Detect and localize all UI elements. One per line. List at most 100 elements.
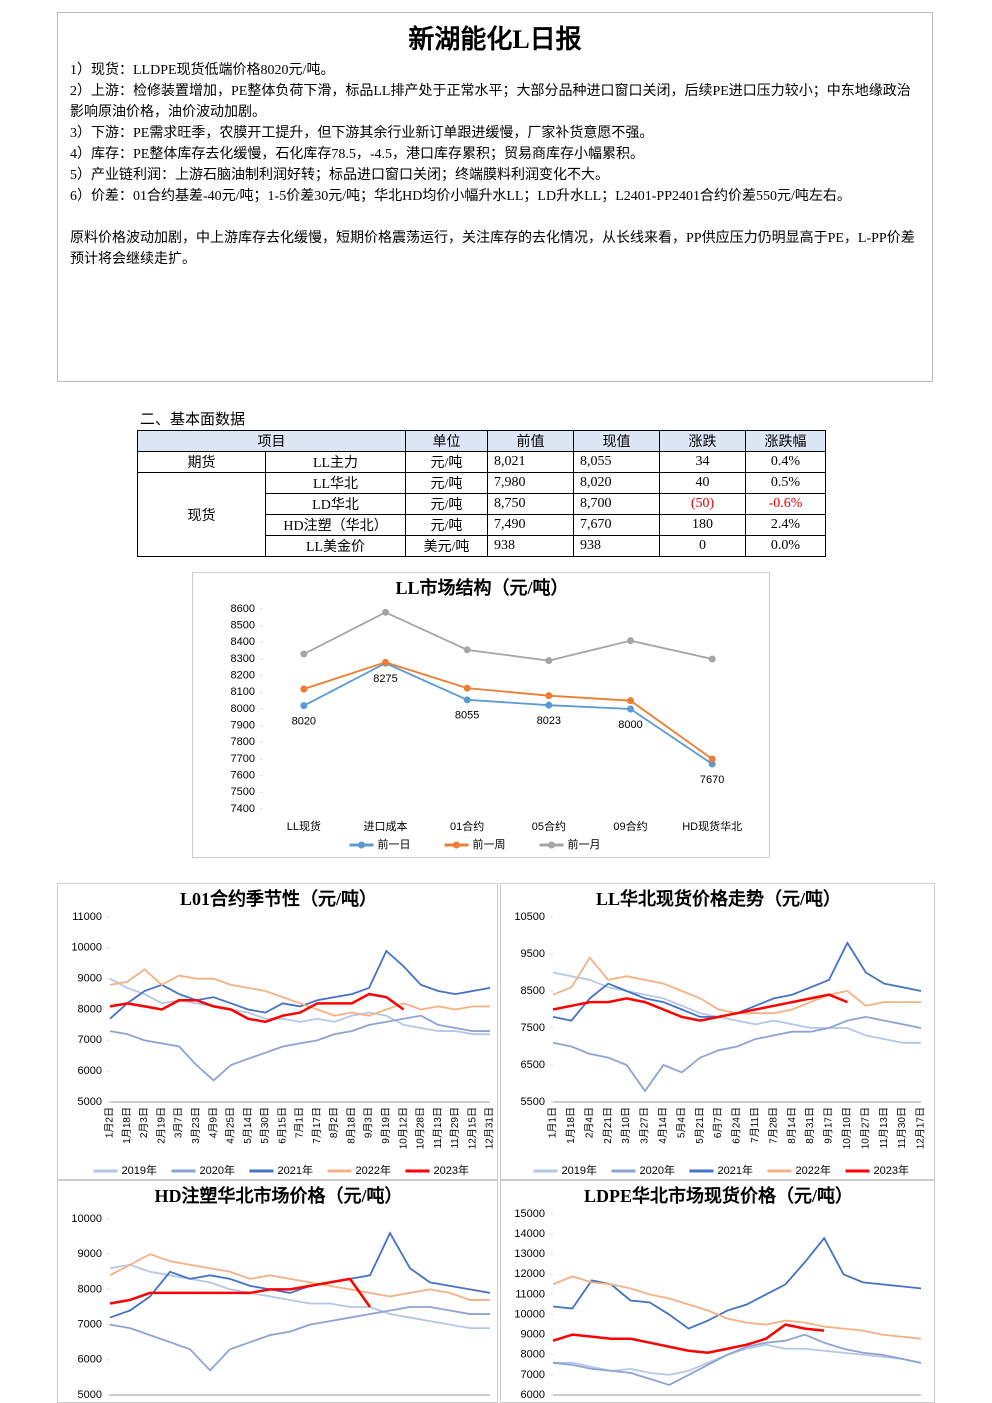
chart: LL华北现货价格走势（元/吨） 5500 6500 7500 8500 9500 10500… (500, 883, 935, 1180)
x-tick-label: 11月13日 (878, 1107, 890, 1149)
td: (50) (659, 493, 746, 515)
y-tick-label: 8000 (78, 1003, 102, 1015)
y-tick-label: 7000 (78, 1034, 102, 1046)
x-tick-label: 9月17日 (823, 1107, 835, 1144)
x-tick-label: 10月10日 (841, 1107, 853, 1149)
td: 7,490 (487, 514, 574, 536)
chart-title: HD注塑华北市场价格（元/吨） (155, 1185, 403, 1206)
td: LL美金价 (265, 535, 406, 557)
point (382, 658, 389, 666)
section-title: 二、基本面数据 (140, 412, 246, 428)
x-tick-label: 1月2日 (104, 1107, 116, 1138)
td: 180 (659, 514, 746, 536)
x-tick-label: 09合约 (613, 819, 647, 833)
paragraph: 4）库存：PE整体库存去化缓慢，石化库存78.5，-4.5，港口库存累积；贸易商… (70, 147, 644, 162)
legend-label: 2020年 (640, 1163, 675, 1177)
x-tick-label: 3月23日 (190, 1107, 202, 1144)
series-line (303, 661, 713, 760)
td: 8,700 (573, 493, 660, 515)
y-tick-label: 7500 (231, 786, 255, 798)
point (300, 702, 308, 710)
y-tick-label: 8600 (231, 603, 255, 615)
y-tick-label: 8000 (78, 1283, 102, 1295)
x-tick-label: 进口成本 (364, 819, 408, 833)
y-tick-label: 5000 (78, 1389, 102, 1401)
x-tick-label: 5月21日 (694, 1107, 706, 1144)
y-tick-label: 9000 (78, 1248, 102, 1260)
y-tick-label: 8500 (231, 620, 255, 632)
x-tick-label: 5月30日 (259, 1107, 271, 1144)
x-tick-label: HD现货华北 (682, 819, 742, 833)
data-label: 8023 (537, 715, 561, 727)
series-line (552, 956, 921, 1015)
th: 前值 (487, 430, 574, 452)
legend-label: 前一月 (568, 837, 601, 851)
td: 0.0% (745, 535, 826, 557)
point (382, 608, 389, 616)
summary: 原料价格波动加剧，中上游库存去化缓慢，短期价格震荡运行，关注库存的去化情况，从长… (70, 231, 915, 267)
x-tick-label: 2月4日 (583, 1107, 595, 1138)
y-tick-label: 9000 (521, 1329, 545, 1341)
td: 现货 (137, 472, 266, 557)
series-line (552, 1015, 922, 1093)
series-line (109, 1277, 372, 1308)
y-tick-label: 8400 (231, 636, 255, 648)
x-tick-label: 2月3日 (138, 1107, 150, 1138)
td: 938 (487, 535, 574, 557)
point (545, 657, 553, 665)
series-line (552, 1275, 922, 1340)
td: 期货 (137, 451, 266, 473)
x-tick-label: 1月18日 (121, 1107, 133, 1144)
td: 7,980 (487, 472, 574, 494)
y-tick-label: 10000 (71, 942, 102, 954)
td: LL主力 (265, 451, 406, 473)
x-tick-label: 10月27日 (859, 1107, 871, 1149)
y-tick-label: 6500 (521, 1059, 545, 1071)
y-tick-label: 8500 (521, 985, 545, 997)
data-label: 8275 (373, 673, 397, 685)
x-tick-label: 4月14日 (657, 1107, 669, 1144)
point (463, 684, 471, 692)
data-table: 项目 单位 前值 现值 涨跌 涨跌幅 期货 LL主力 元/吨 8,021 8,055 34… (137, 430, 826, 557)
series-line (552, 1333, 922, 1386)
point (627, 697, 634, 705)
legend-label: 2020年 (200, 1163, 235, 1177)
series-line (552, 993, 848, 1022)
series-line (109, 1306, 490, 1372)
y-tick-label: 7800 (231, 736, 255, 748)
x-tick-label: 8月31日 (804, 1107, 816, 1144)
x-tick-label: 10月28日 (415, 1107, 427, 1149)
legend-label: 2023年 (434, 1163, 469, 1177)
th: 项目 (137, 430, 406, 452)
y-tick-label: 10500 (514, 911, 545, 923)
point (300, 650, 308, 658)
point (708, 655, 716, 663)
x-tick-label: 11月13日 (432, 1107, 444, 1149)
x-tick-label: 9月3日 (363, 1107, 375, 1138)
td: 元/吨 (405, 451, 488, 473)
legend-label: 2022年 (796, 1163, 831, 1177)
td: 7,670 (573, 514, 660, 536)
td: 0.4% (745, 451, 826, 473)
chart-title: L01合约季节性（元/吨） (180, 888, 377, 909)
td: LL华北 (265, 472, 406, 494)
x-tick-label: 6月7日 (712, 1107, 724, 1138)
legend-marker (453, 841, 460, 849)
td: 元/吨 (405, 493, 488, 515)
td: 0.5% (745, 472, 826, 494)
series-line (552, 1236, 922, 1330)
x-tick-label: 1月1日 (547, 1107, 559, 1138)
x-tick-label: 5月14日 (242, 1107, 254, 1144)
x-tick-label: 7月11日 (749, 1107, 761, 1143)
y-tick-label: 10000 (71, 1213, 102, 1225)
paragraph: 6）价差：01合约基差-40元/吨；1-5价差30元/吨；华北HD均价小幅升水L… (70, 189, 851, 204)
td: 美元/吨 (405, 535, 488, 557)
point (463, 646, 471, 654)
point (708, 760, 716, 768)
legend-label: 2021年 (718, 1163, 753, 1177)
x-tick-label: 6月15日 (276, 1107, 288, 1144)
td: 40 (659, 472, 746, 494)
y-tick-label: 7900 (231, 720, 255, 732)
x-tick-label: 4月9日 (207, 1107, 219, 1138)
paragraph: 2）上游：检修装置增加，PE整体负荷下滑，标品LL排产处于正常水平；大部分品种进… (70, 84, 911, 120)
